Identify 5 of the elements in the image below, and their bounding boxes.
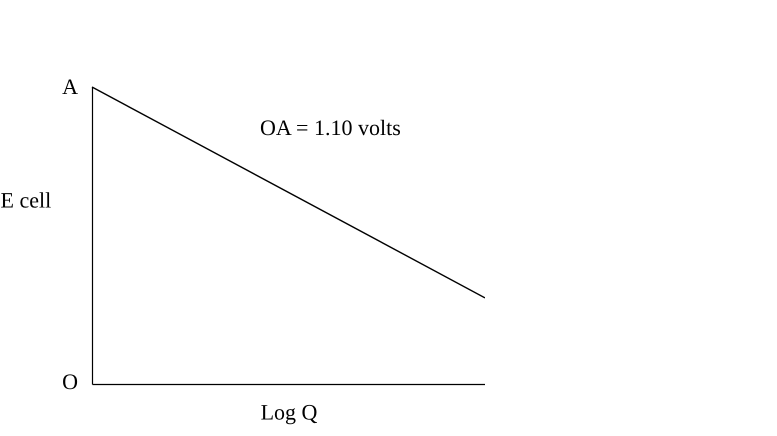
x-axis-title: Log Q <box>260 400 318 424</box>
annotation: O <box>62 369 78 394</box>
annotation: A <box>62 74 78 99</box>
y-axis-title: E cell <box>0 188 52 212</box>
annotation: OA = 1.10 volts <box>260 115 401 140</box>
